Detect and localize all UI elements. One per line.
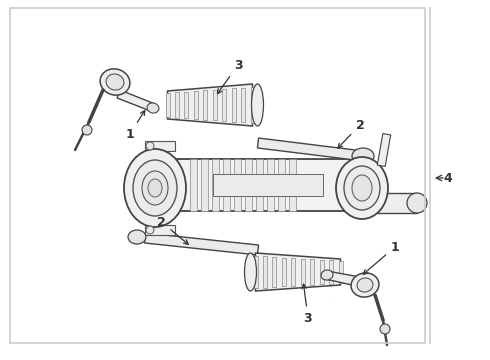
Ellipse shape: [124, 149, 186, 227]
Ellipse shape: [106, 74, 124, 90]
Text: 2: 2: [338, 118, 365, 148]
Polygon shape: [232, 89, 236, 122]
Polygon shape: [145, 141, 175, 151]
Text: 1: 1: [125, 111, 145, 140]
Ellipse shape: [146, 226, 154, 234]
Polygon shape: [117, 90, 155, 112]
Polygon shape: [190, 159, 196, 211]
Ellipse shape: [128, 230, 146, 244]
Polygon shape: [222, 159, 229, 211]
Ellipse shape: [245, 253, 256, 291]
Polygon shape: [234, 159, 241, 211]
Ellipse shape: [321, 270, 333, 280]
Ellipse shape: [146, 142, 154, 150]
Polygon shape: [166, 93, 170, 117]
Polygon shape: [291, 258, 295, 286]
Polygon shape: [194, 91, 198, 119]
Ellipse shape: [352, 148, 374, 164]
Polygon shape: [272, 257, 276, 287]
Polygon shape: [253, 256, 258, 288]
Polygon shape: [289, 159, 295, 211]
Polygon shape: [377, 134, 391, 166]
Text: 4: 4: [443, 171, 452, 185]
Ellipse shape: [251, 84, 264, 126]
Polygon shape: [145, 233, 259, 255]
Text: 1: 1: [363, 240, 399, 274]
Polygon shape: [203, 90, 207, 120]
Ellipse shape: [407, 193, 427, 213]
Polygon shape: [250, 87, 254, 123]
Ellipse shape: [357, 278, 373, 292]
Polygon shape: [310, 259, 314, 285]
Polygon shape: [325, 271, 361, 287]
Text: 2: 2: [157, 216, 188, 244]
Polygon shape: [184, 92, 188, 118]
Ellipse shape: [142, 171, 168, 205]
Polygon shape: [301, 259, 305, 285]
Polygon shape: [339, 261, 343, 283]
Polygon shape: [245, 159, 251, 211]
Ellipse shape: [100, 69, 130, 95]
Polygon shape: [175, 93, 179, 118]
Polygon shape: [377, 193, 417, 213]
Polygon shape: [143, 159, 353, 211]
Ellipse shape: [148, 179, 162, 197]
Polygon shape: [212, 159, 219, 211]
Polygon shape: [222, 89, 226, 121]
Polygon shape: [255, 159, 263, 211]
Ellipse shape: [352, 175, 372, 201]
Text: 3: 3: [302, 284, 312, 324]
Polygon shape: [263, 256, 267, 288]
Polygon shape: [329, 260, 333, 284]
Polygon shape: [241, 88, 245, 122]
Polygon shape: [168, 84, 252, 126]
Polygon shape: [267, 159, 273, 211]
Polygon shape: [277, 159, 285, 211]
Polygon shape: [213, 90, 217, 120]
Polygon shape: [213, 174, 323, 196]
Ellipse shape: [344, 166, 380, 210]
Ellipse shape: [380, 324, 390, 334]
Ellipse shape: [133, 160, 177, 216]
Polygon shape: [200, 159, 207, 211]
Ellipse shape: [82, 125, 92, 135]
Polygon shape: [255, 253, 341, 291]
Ellipse shape: [351, 273, 379, 297]
Polygon shape: [145, 225, 175, 235]
Ellipse shape: [336, 157, 388, 219]
Bar: [10, 8, 425, 343]
Polygon shape: [282, 257, 286, 287]
Polygon shape: [319, 260, 323, 284]
Ellipse shape: [147, 103, 159, 113]
Text: 3: 3: [218, 59, 243, 94]
Polygon shape: [257, 138, 356, 160]
